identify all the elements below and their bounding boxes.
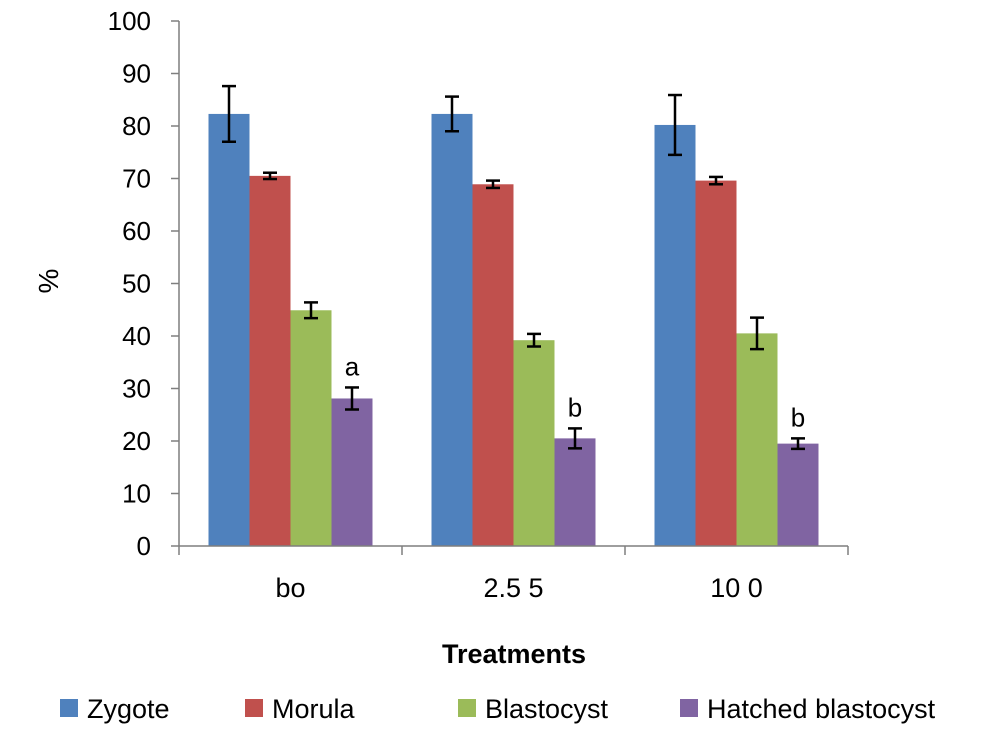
y-tick-label: 40 (122, 321, 151, 351)
y-tick-label: 30 (122, 374, 151, 404)
y-tick-label: 100 (108, 6, 151, 36)
legend: Zygote Morula Blastocyst Hatched blastocyst (60, 694, 936, 724)
bar-hatched-blastocyst (331, 398, 373, 546)
bar-zygote (431, 113, 473, 547)
y-axis-label: % (33, 269, 64, 294)
bar-zygote (208, 113, 250, 547)
y-tick-label: 80 (122, 111, 151, 141)
legend-label: Hatched blastocyst (707, 694, 936, 724)
legend-swatch-morula (245, 699, 263, 717)
y-tick-label: 0 (137, 531, 151, 561)
bar-blastocyst (513, 340, 555, 546)
significance-letter: b (568, 392, 582, 422)
y-tick-label: 60 (122, 216, 151, 246)
legend-label: Blastocyst (485, 694, 609, 724)
significance-annotations: a b b (345, 351, 805, 432)
bar-morula (695, 180, 737, 546)
x-category-label: 2.5 5 (483, 573, 543, 603)
legend-label: Zygote (87, 694, 170, 724)
y-tick-label: 10 (122, 479, 151, 509)
axes (178, 21, 849, 555)
y-tick-label: 70 (122, 164, 151, 194)
bars (208, 113, 819, 547)
error-bars (222, 84, 805, 451)
legend-label: Morula (272, 694, 356, 724)
bar-morula (249, 175, 291, 546)
legend-swatch-zygote (60, 699, 78, 717)
bar-hatched-blastocyst (554, 438, 596, 546)
bar-zygote (654, 124, 696, 546)
x-category-label: 10 0 (710, 573, 763, 603)
bar-blastocyst (736, 333, 778, 546)
bar-blastocyst (290, 310, 332, 546)
bar-morula (472, 184, 514, 546)
legend-swatch-blastocyst (458, 699, 476, 717)
x-category-label: bo (275, 573, 305, 603)
y-tick-label: 50 (122, 269, 151, 299)
bar-hatched-blastocyst (777, 443, 819, 546)
legend-swatch-hatched-blastocyst (680, 699, 698, 717)
y-tick-label: 90 (122, 59, 151, 89)
y-tick-label: 20 (122, 426, 151, 456)
significance-letter: a (345, 351, 360, 381)
x-axis-categories: bo 2.5 5 10 0 (275, 573, 762, 603)
x-axis-title: Treatments (442, 639, 586, 669)
significance-letter: b (791, 402, 805, 432)
y-axis-ticks: 0 10 20 30 40 50 60 70 80 90 100 (108, 6, 179, 561)
